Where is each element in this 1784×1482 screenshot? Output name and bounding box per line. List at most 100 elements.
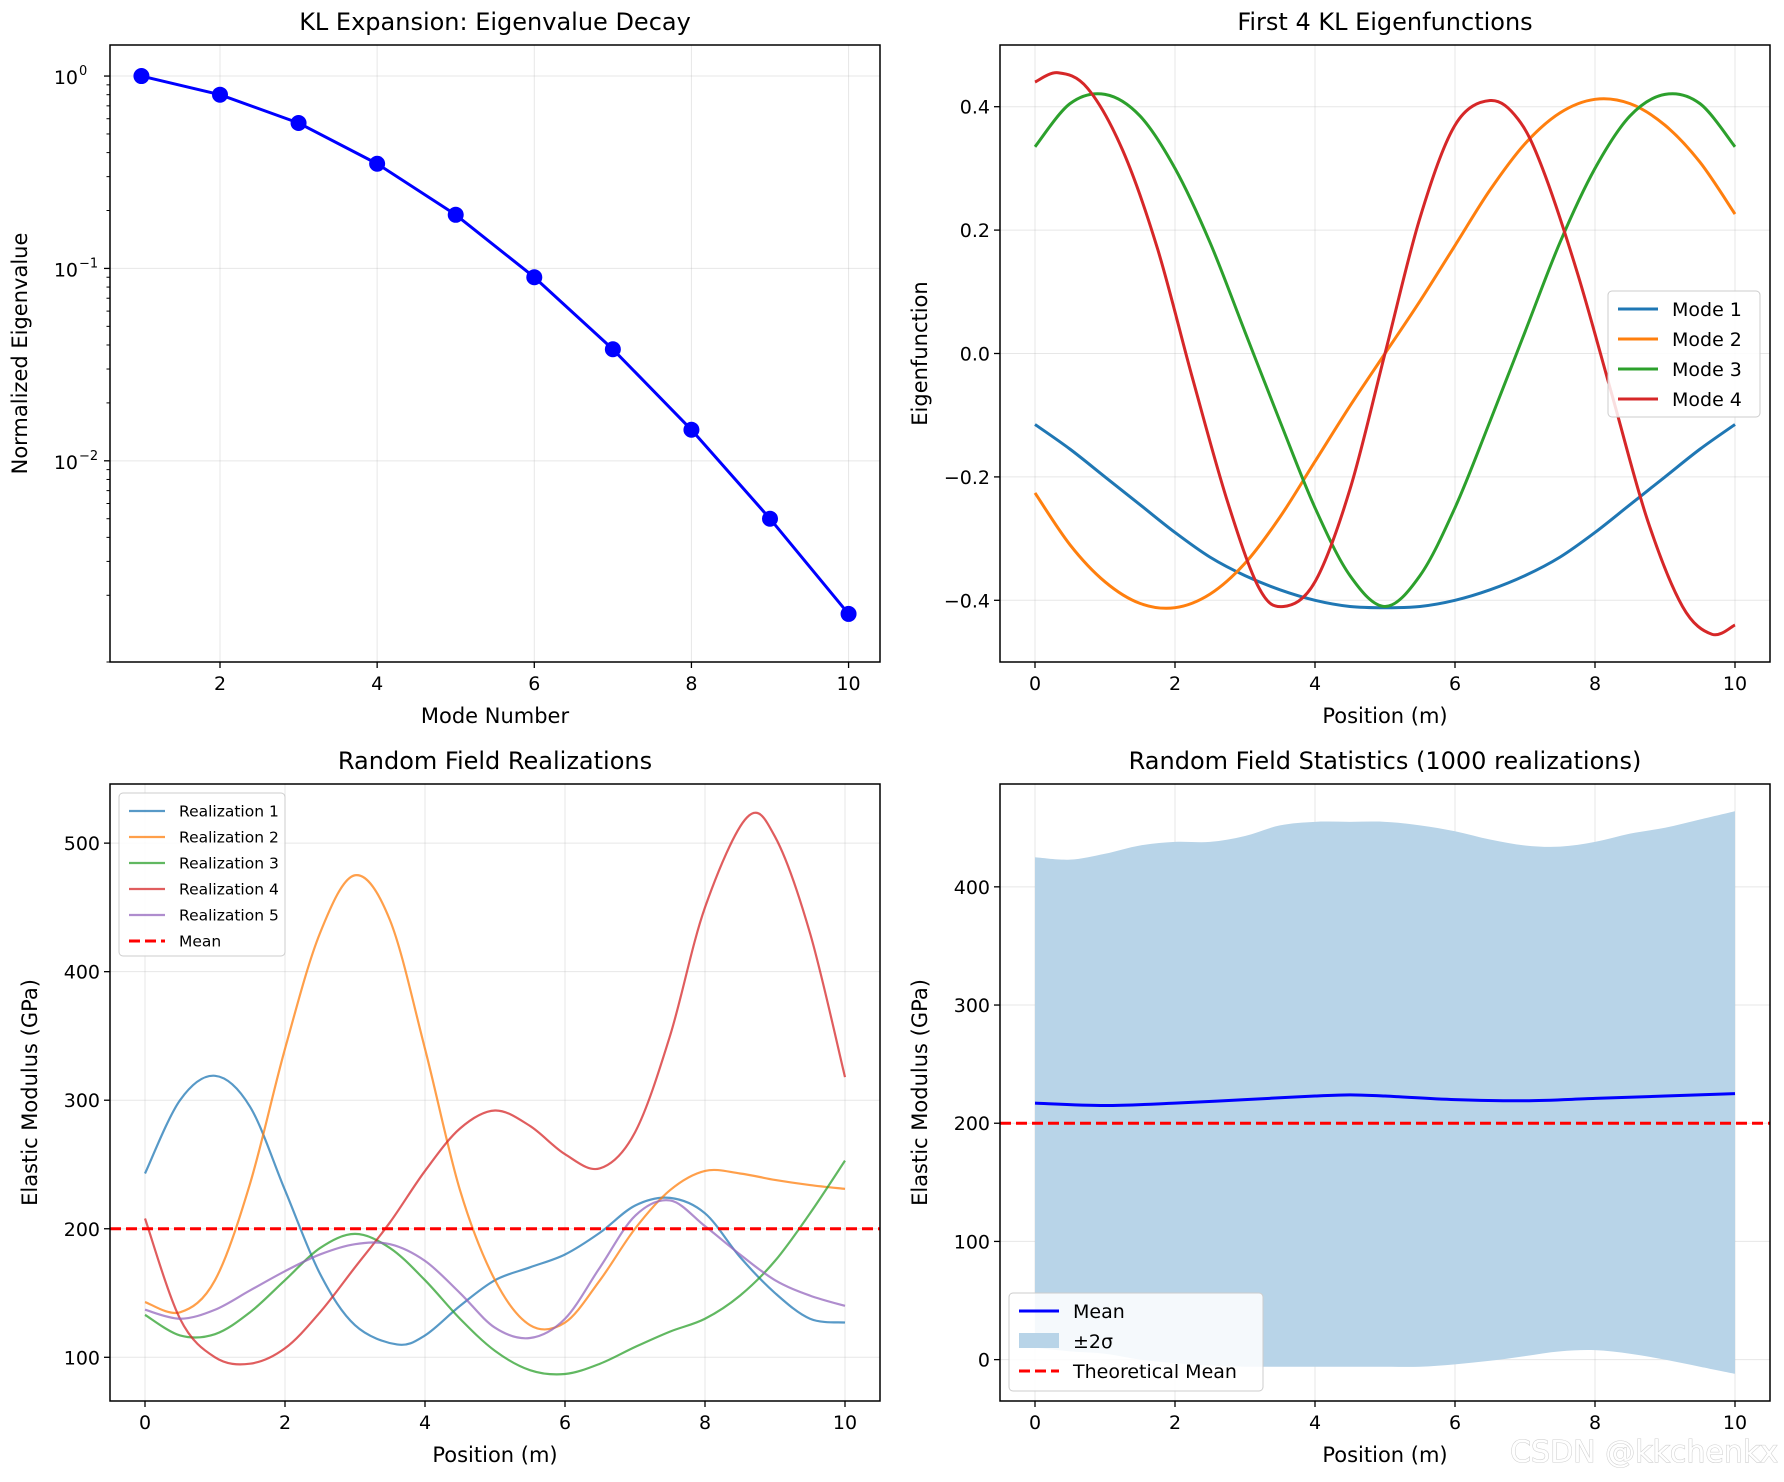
series-realization-4-line	[143, 811, 847, 1366]
data-point-mode-8	[683, 421, 700, 438]
series-realization-1-line	[144, 1074, 846, 1346]
x-tick-label: 8	[1589, 1412, 1601, 1434]
y-tick-label: 100	[64, 1347, 100, 1369]
y-tick-label: 10	[54, 452, 78, 474]
x-tick-label: 10	[836, 673, 860, 695]
y-tick-label: 500	[64, 833, 100, 855]
y-tick-label: 300	[64, 1090, 100, 1112]
y-tick-label: 0.2	[960, 220, 990, 242]
y-tick-label: 100	[954, 1231, 990, 1253]
legend-label: ±2σ	[1073, 1331, 1113, 1353]
x-tick-label: 0	[1029, 673, 1041, 695]
y-axis-label: Elastic Modulus (GPa)	[908, 979, 932, 1206]
legend-label: Mean	[1073, 1301, 1125, 1323]
y-tick-label: 400	[954, 877, 990, 899]
plot-area	[110, 811, 880, 1376]
y-tick-label: 10	[54, 259, 78, 281]
x-tick-label: 8	[699, 1412, 711, 1434]
data-point-mode-5	[447, 206, 464, 223]
x-tick-label: 4	[1309, 1412, 1321, 1434]
x-tick-label: 6	[559, 1412, 571, 1434]
y-tick-label: 300	[954, 995, 990, 1017]
x-tick-label: 6	[1449, 1412, 1461, 1434]
x-tick-label: 2	[214, 673, 226, 695]
gridlines	[110, 45, 880, 662]
y-tick-label: 200	[64, 1219, 100, 1241]
x-tick-label: 0	[1029, 1412, 1041, 1434]
chart-title: First 4 KL Eigenfunctions	[1237, 8, 1532, 36]
data-point-mode-4	[369, 155, 386, 172]
y-tick-exponent: −1	[79, 256, 98, 271]
y-axis-label: Normalized Eigenvalue	[8, 233, 32, 475]
legend-label: Realization 4	[179, 881, 279, 899]
y-tick-label: −0.2	[944, 467, 990, 489]
chart-title: Random Field Realizations	[338, 747, 652, 775]
legend-label: Mode 3	[1672, 359, 1742, 381]
x-tick-label: 2	[1169, 1412, 1181, 1434]
chart-real: 0 2 4 6 8 10 100 200 300 400 500 Random Field Reali…	[18, 747, 881, 1467]
x-tick-label: 4	[419, 1412, 431, 1434]
chart-eigfun: 0 2 4 6 8 10 −0.4 −0.2 0.0 0.2 0.4 First 4 KL Eigen…	[908, 8, 1771, 728]
legend-label: Mode 1	[1672, 299, 1742, 321]
axes-frame	[109, 783, 881, 1402]
y-tick-exponent: −2	[79, 449, 98, 464]
legend-label: Realization 5	[179, 907, 279, 925]
x-axis-label: Position (m)	[1322, 1443, 1447, 1467]
data-point-mode-10	[840, 605, 857, 622]
x-tick-label: 8	[1589, 673, 1601, 695]
y-tick-label: 0.4	[960, 97, 990, 119]
data-point-mode-6	[526, 269, 543, 286]
legend-label: Theoretical Mean	[1072, 1361, 1237, 1383]
x-axis-label: Position (m)	[432, 1443, 557, 1467]
x-tick-label: 6	[1449, 673, 1461, 695]
x-tick-label: 10	[1723, 673, 1747, 695]
x-tick-label: 4	[1309, 673, 1321, 695]
x-tick-label: 0	[139, 1412, 151, 1434]
legend-swatch-band	[1019, 1333, 1059, 1348]
y-axis-label: Elastic Modulus (GPa)	[18, 979, 42, 1206]
chart-title: KL Expansion: Eigenvalue Decay	[299, 8, 691, 36]
data-point-mode-9	[762, 510, 778, 527]
plot-area	[141, 74, 850, 615]
x-tick-label: 2	[1169, 673, 1181, 695]
legend-box	[1607, 290, 1761, 418]
legend-label: Realization 2	[179, 829, 279, 847]
y-tick-label: 400	[64, 962, 100, 984]
x-tick-label: 10	[1723, 1412, 1747, 1434]
series-mean-line	[1034, 1092, 1736, 1107]
std-band-area	[1035, 811, 1735, 1374]
data-point-mode-7	[604, 341, 621, 358]
chart-title: Random Field Statistics (1000 realizatio…	[1129, 747, 1642, 775]
series-realization-2-line	[144, 874, 846, 1331]
x-tick-label: 8	[685, 673, 697, 695]
series-realization-5-line	[144, 1199, 846, 1340]
x-tick-label: 10	[833, 1412, 857, 1434]
legend-label: Mode 4	[1672, 389, 1742, 411]
legend-label: Mode 2	[1672, 329, 1742, 351]
x-tick-label: 4	[371, 673, 383, 695]
y-tick-label: 200	[954, 1113, 990, 1135]
x-axis-label: Position (m)	[1322, 704, 1447, 728]
data-point-mode-3	[290, 115, 307, 132]
x-tick-label: 6	[528, 673, 540, 695]
legend-label: Mean	[179, 933, 221, 951]
y-tick-label: −0.4	[944, 590, 990, 612]
legend: Mean ±2σ Theoretical Mean	[1008, 1292, 1264, 1392]
y-tick-label: 0.0	[960, 344, 990, 366]
y-tick-label: 0	[978, 1350, 990, 1372]
legend: Mode 1 Mode 2 Mode 3 Mode 4	[1607, 290, 1761, 418]
legend: Realization 1 Realization 2 Realization 3 R…	[118, 792, 286, 957]
plot-area	[1000, 811, 1770, 1374]
axes-frame	[109, 44, 881, 663]
legend-label: Realization 1	[179, 803, 279, 821]
legend-label: Realization 3	[179, 855, 279, 873]
y-tick-exponent: 0	[79, 64, 87, 79]
x-axis-label: Mode Number	[421, 704, 570, 728]
series-mode-3-line	[1033, 92, 1737, 608]
y-tick-label: 10	[54, 67, 78, 89]
watermark: CSDN @kkchenkx	[1510, 1435, 1778, 1470]
data-point-mode-2	[212, 86, 228, 103]
